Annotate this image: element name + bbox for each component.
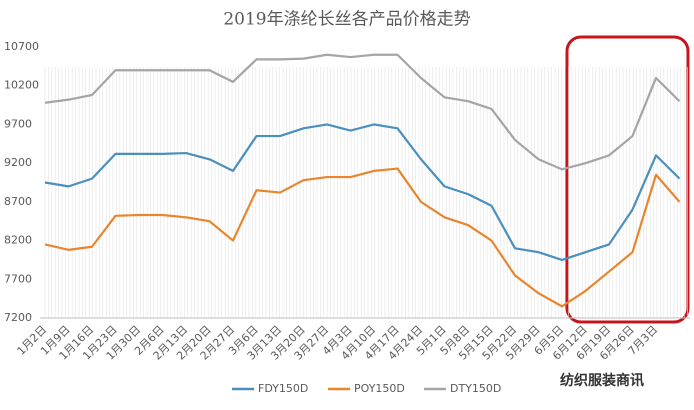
watermark: 纺织服装商讯	[560, 372, 644, 389]
y-tick-label: 10200	[4, 79, 39, 92]
y-tick-label: 8200	[4, 234, 32, 247]
legend-label: POY150D	[354, 382, 405, 395]
y-tick-label: 7700	[4, 272, 32, 285]
y-tick-label: 9700	[4, 117, 32, 130]
y-tick-label: 7200	[4, 311, 32, 324]
series-line	[44, 53, 681, 171]
highlight-box	[565, 35, 690, 324]
y-tick-label: 9200	[4, 156, 32, 169]
y-tick-label: 10700	[4, 40, 39, 53]
series-line	[44, 123, 681, 262]
y-tick-label: 8700	[4, 195, 32, 208]
series-line	[44, 167, 681, 308]
legend-label: DTY150D	[450, 382, 501, 395]
legend-label: FDY150D	[258, 382, 308, 395]
chart-title: 2019年涤纶长丝各产品价格走势	[223, 10, 470, 30]
